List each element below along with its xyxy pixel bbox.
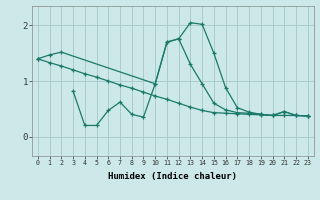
X-axis label: Humidex (Indice chaleur): Humidex (Indice chaleur)	[108, 172, 237, 181]
